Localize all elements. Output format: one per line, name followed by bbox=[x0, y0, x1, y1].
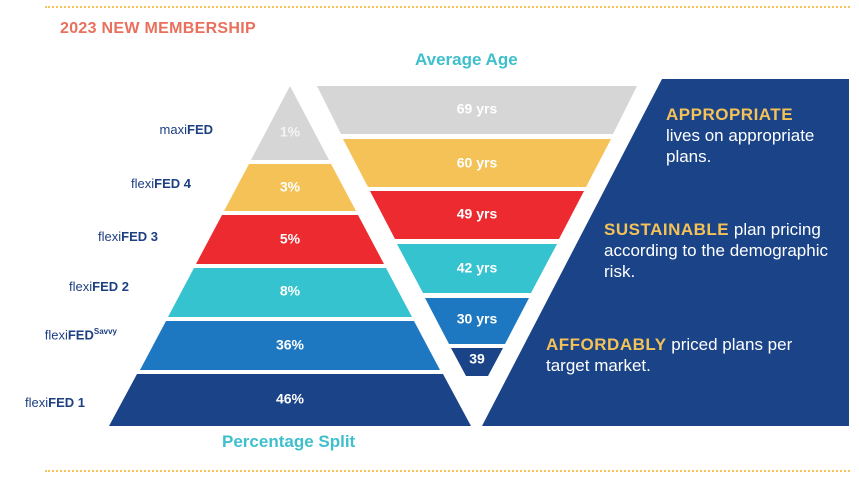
percent-flexifed-1: 46% bbox=[276, 391, 305, 407]
funnel-segment-flexifed-1 bbox=[451, 348, 503, 376]
percent-flexifed-4: 3% bbox=[280, 179, 301, 195]
age-flexifed-savvy: 30 yrs bbox=[457, 311, 498, 327]
keyword-affordably: AFFORDABLY bbox=[546, 335, 667, 354]
funnel-segment-flexifed-4 bbox=[343, 139, 611, 187]
funnel-segment-flexifed-2 bbox=[397, 244, 557, 293]
keyword-sustainable: SUSTAINABLE bbox=[604, 220, 730, 239]
age-flexifed-4: 60 yrs bbox=[457, 155, 498, 171]
plan-label-maxifed: maxiFED bbox=[159, 122, 213, 137]
plan-label-flexifed-2: flexiFED 2 bbox=[69, 279, 129, 294]
average-age-funnel: 69 yrs 60 yrs 49 yrs 42 yrs 30 yrs 39 bbox=[317, 86, 637, 376]
pyramid-segment-flexifed-savvy bbox=[140, 321, 440, 370]
text-sustainable: plan pricing according to the demographi… bbox=[604, 220, 828, 281]
plan-label-flexifed-3: flexiFED 3 bbox=[98, 229, 158, 244]
age-flexifed-2: 42 yrs bbox=[457, 260, 498, 276]
age-flexifed-1: 39 bbox=[469, 351, 485, 367]
age-maxifed: 69 yrs bbox=[457, 101, 498, 117]
pyramid-segment-flexifed-1 bbox=[109, 374, 471, 426]
pyramid-segment-maxifed bbox=[251, 86, 329, 160]
keyword-appropriate: APPROPRIATE bbox=[666, 105, 794, 124]
benefits-panel bbox=[482, 79, 849, 426]
percentage-pyramid: 1% 3% 5% 8% 36% 46% bbox=[109, 86, 471, 426]
funnel-segment-flexifed-savvy bbox=[425, 298, 529, 344]
percent-flexifed-2: 8% bbox=[280, 283, 301, 299]
top-divider bbox=[45, 6, 850, 8]
text-appropriate: lives on appropriate plans. bbox=[666, 126, 815, 166]
percent-flexifed-savvy: 36% bbox=[276, 337, 305, 353]
bottom-divider bbox=[45, 470, 850, 472]
text-affordably: priced plans per target market. bbox=[546, 335, 793, 375]
panel-item-affordably: AFFORDABLY priced plans per target marke… bbox=[546, 334, 831, 376]
plan-label-flexifed-4: flexiFED 4 bbox=[131, 176, 191, 191]
age-flexifed-3: 49 yrs bbox=[457, 206, 498, 222]
average-age-title: Average Age bbox=[415, 50, 518, 69]
panel-item-sustainable: SUSTAINABLE plan pricing according to th… bbox=[604, 219, 839, 282]
percent-flexifed-3: 5% bbox=[280, 231, 301, 247]
plan-label-flexifed-savvy: flexiFEDSavvy bbox=[44, 327, 117, 343]
percent-maxifed: 1% bbox=[280, 124, 301, 140]
funnel-segment-maxifed bbox=[317, 86, 637, 134]
percentage-split-title: Percentage Split bbox=[222, 432, 356, 451]
pyramid-segment-flexifed-3 bbox=[196, 215, 384, 264]
funnel-segment-flexifed-3 bbox=[370, 191, 584, 239]
plan-label-flexifed-1: flexiFED 1 bbox=[25, 395, 85, 410]
pyramid-segment-flexifed-2 bbox=[168, 268, 412, 317]
page-title: 2023 NEW MEMBERSHIP bbox=[60, 20, 256, 37]
pyramid-segment-flexifed-4 bbox=[224, 164, 356, 211]
panel-item-appropriate: APPROPRIATE lives on appropriate plans. bbox=[666, 104, 816, 167]
